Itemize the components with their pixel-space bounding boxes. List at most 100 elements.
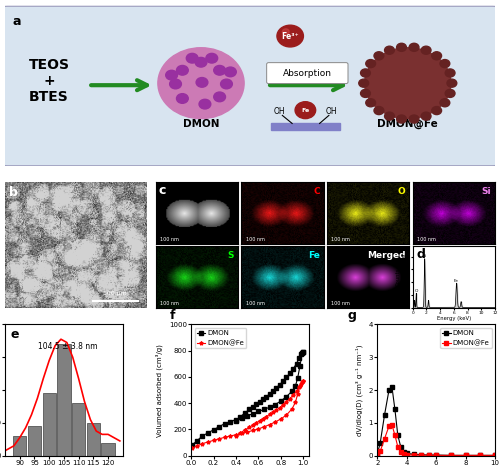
- Text: g: g: [348, 309, 356, 322]
- Circle shape: [282, 29, 289, 34]
- Text: 500 μm: 500 μm: [104, 291, 127, 296]
- DMON: [392, 406, 398, 412]
- Text: Fe: Fe: [308, 251, 320, 259]
- DMON@Fe: [426, 452, 432, 458]
- Circle shape: [220, 79, 232, 89]
- Text: 104.5 ± 3.8 nm: 104.5 ± 3.8 nm: [38, 341, 98, 351]
- DMON@Fe: [284, 412, 290, 418]
- Text: Fe: Fe: [301, 108, 310, 113]
- Circle shape: [409, 43, 419, 51]
- Text: C: C: [313, 187, 320, 196]
- Circle shape: [432, 52, 442, 60]
- DMON@Fe: [250, 428, 256, 433]
- DMON@Fe: [189, 445, 195, 451]
- Y-axis label: dV/dlog(D) (cm³ g⁻¹ nm⁻¹): dV/dlog(D) (cm³ g⁻¹ nm⁻¹): [356, 344, 363, 436]
- Text: Fe³⁺: Fe³⁺: [282, 33, 299, 41]
- Text: S: S: [228, 251, 234, 259]
- DMON@Fe: [261, 424, 267, 430]
- DMON@Fe: [374, 452, 380, 458]
- DMON: [244, 413, 250, 418]
- Y-axis label: Volumed adsorbed (cm³/g): Volumed adsorbed (cm³/g): [156, 344, 164, 437]
- DMON: [492, 452, 498, 458]
- Text: 100 nm: 100 nm: [246, 237, 264, 242]
- Line: DMON@Fe: DMON@Fe: [376, 423, 496, 457]
- DMON: [205, 430, 211, 436]
- Text: Absorption: Absorption: [283, 69, 332, 78]
- DMON: [292, 383, 298, 389]
- DMON@Fe: [398, 449, 404, 455]
- Bar: [270, 123, 340, 130]
- Text: a: a: [12, 15, 21, 28]
- DMON: [377, 440, 383, 446]
- DMON: [400, 449, 406, 455]
- DMON: [297, 363, 303, 369]
- DMON: [200, 433, 205, 439]
- Text: DMON: DMON: [183, 119, 219, 129]
- DMON@Fe: [194, 443, 200, 449]
- Text: b: b: [9, 186, 18, 199]
- Legend: DMON, DMON@Fe: DMON, DMON@Fe: [194, 328, 246, 348]
- DMON@Fe: [448, 452, 454, 458]
- Circle shape: [366, 99, 376, 107]
- DMON@Fe: [478, 452, 484, 458]
- DMON: [216, 424, 222, 429]
- Circle shape: [196, 78, 208, 87]
- DMON: [426, 452, 432, 458]
- Bar: [42, 393, 56, 456]
- Text: OH: OH: [274, 107, 285, 116]
- DMON@Fe: [404, 452, 409, 458]
- DMON: [278, 398, 284, 404]
- Text: OH: OH: [326, 107, 338, 116]
- DMON: [266, 405, 272, 410]
- DMON: [386, 387, 392, 393]
- Circle shape: [199, 100, 211, 109]
- Bar: [58, 344, 70, 456]
- Circle shape: [445, 69, 455, 77]
- FancyBboxPatch shape: [266, 63, 348, 84]
- DMON: [222, 421, 228, 426]
- Bar: [86, 423, 100, 456]
- DMON@Fe: [272, 419, 278, 425]
- DMON@Fe: [222, 434, 228, 440]
- Circle shape: [421, 46, 431, 54]
- Circle shape: [158, 48, 244, 119]
- DMON: [404, 451, 409, 456]
- DMON: [448, 452, 454, 458]
- Legend: DMON, DMON@Fe: DMON, DMON@Fe: [440, 328, 492, 348]
- DMON: [210, 427, 216, 432]
- Line: DMON@Fe: DMON@Fe: [190, 379, 305, 450]
- Bar: [102, 443, 114, 456]
- Text: 100 nm: 100 nm: [160, 237, 179, 242]
- Circle shape: [445, 89, 455, 98]
- DMON@Fe: [238, 431, 244, 436]
- Text: 100 nm: 100 nm: [160, 301, 179, 306]
- DMON@Fe: [418, 452, 424, 458]
- Text: c: c: [158, 184, 166, 197]
- Circle shape: [440, 60, 450, 67]
- DMON@Fe: [299, 379, 305, 385]
- Circle shape: [206, 53, 218, 63]
- Bar: [13, 436, 26, 456]
- DMON@Fe: [377, 449, 383, 454]
- Circle shape: [374, 106, 384, 114]
- Circle shape: [360, 69, 370, 77]
- Text: 100 nm: 100 nm: [246, 301, 264, 306]
- DMON: [261, 407, 267, 412]
- DMON: [299, 350, 305, 356]
- Line: DMON: DMON: [190, 350, 305, 446]
- Text: 100 nm: 100 nm: [331, 237, 350, 242]
- DMON: [194, 438, 200, 444]
- DMON@Fe: [244, 429, 250, 435]
- Text: 100 nm: 100 nm: [331, 301, 350, 306]
- DMON: [418, 452, 424, 458]
- DMON: [389, 384, 395, 390]
- Bar: [28, 426, 41, 456]
- Text: Merged: Merged: [367, 251, 406, 259]
- Circle shape: [295, 102, 316, 119]
- Circle shape: [364, 48, 451, 119]
- Circle shape: [432, 106, 442, 114]
- FancyBboxPatch shape: [2, 6, 498, 166]
- DMON@Fe: [216, 436, 222, 442]
- DMON@Fe: [382, 436, 388, 441]
- Circle shape: [224, 67, 236, 77]
